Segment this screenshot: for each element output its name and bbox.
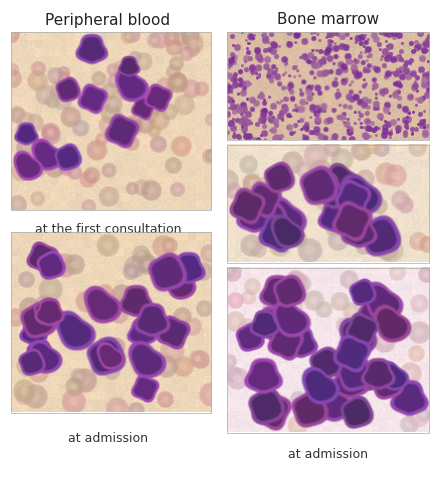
Text: at admission: at admission: [68, 432, 148, 446]
Bar: [11, 232, 211, 412]
Text: Bone marrow: Bone marrow: [277, 12, 379, 28]
Bar: [227, 268, 429, 432]
Bar: [11, 32, 211, 210]
Bar: [227, 145, 429, 262]
Bar: [227, 32, 429, 140]
Text: at admission: at admission: [288, 448, 368, 460]
Text: Peripheral blood: Peripheral blood: [45, 12, 170, 28]
Text: at the first consultation: at the first consultation: [35, 222, 181, 235]
